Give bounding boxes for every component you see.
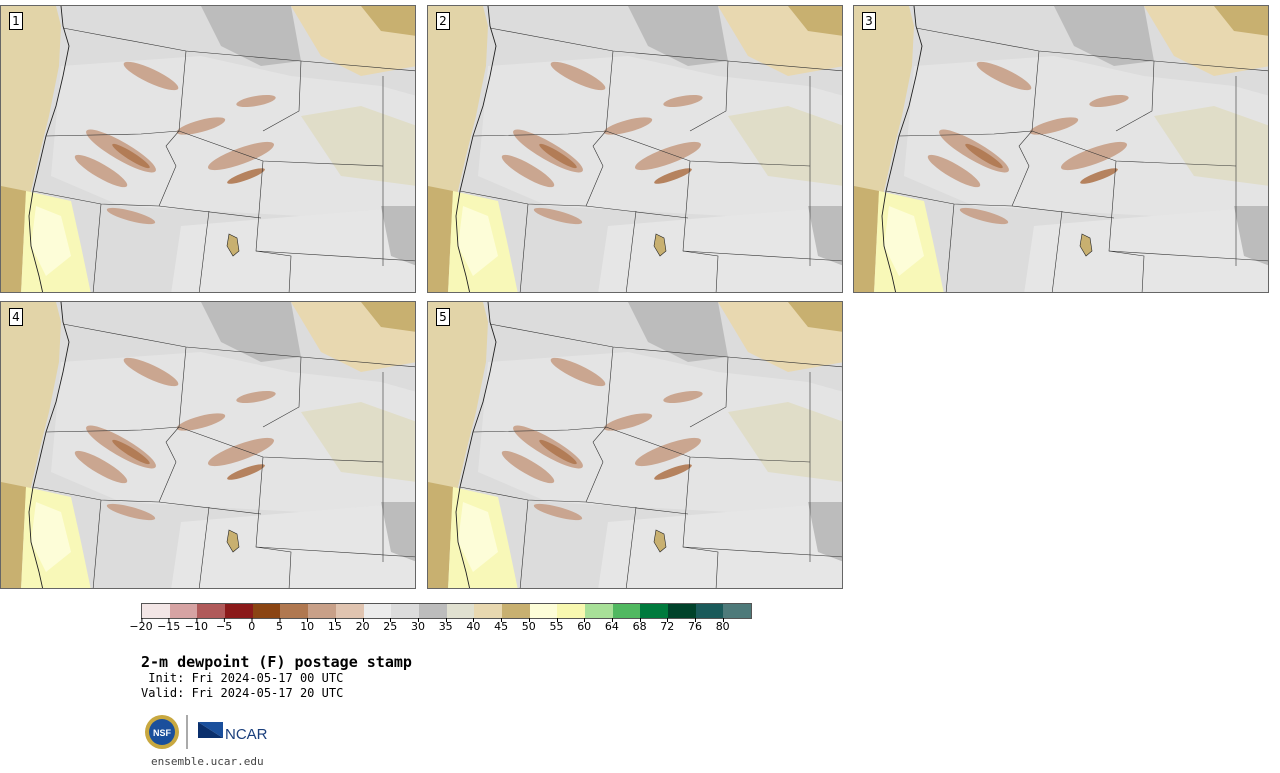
colorbar-tick-label: 15 [327, 618, 342, 633]
colorbar [141, 603, 753, 619]
colorbar-segment [169, 604, 198, 618]
colorbar-tick-label: −10 [184, 618, 208, 633]
colorbar-segment [723, 604, 752, 618]
map-panel-1: 1 [0, 5, 416, 293]
colorbar-segment [418, 604, 447, 618]
colorbar-segment [557, 604, 585, 618]
colorbar-segment [335, 604, 364, 618]
colorbar-segment [695, 604, 724, 618]
colorbar-segment [585, 604, 613, 618]
colorbar-tick-label: −5 [215, 618, 233, 633]
colorbar-tick-label: 20 [355, 618, 370, 633]
colorbar-segment [640, 604, 669, 618]
dewpoint-map-1 [1, 6, 415, 292]
ncar-logo-icon: NCAR [198, 722, 268, 743]
panel-number: 2 [436, 12, 450, 30]
logos: NSF NCAR [143, 712, 283, 752]
colorbar-segment [612, 604, 641, 618]
colorbar-segment [142, 604, 170, 618]
colorbar-tick-label: 50 [521, 618, 536, 633]
colorbar-tick-label: 72 [660, 618, 675, 633]
colorbar-segment [446, 604, 475, 618]
panel-number: 4 [9, 308, 23, 326]
colorbar-segment [474, 604, 502, 618]
dewpoint-map-4 [1, 302, 415, 588]
colorbar-segment [391, 604, 419, 618]
colorbar-tick-label: 55 [549, 618, 564, 633]
colorbar-segment [501, 604, 530, 618]
dewpoint-map-2 [428, 6, 842, 292]
colorbar-segment [668, 604, 696, 618]
nsf-logo-icon: NSF [145, 715, 179, 749]
colorbar-tick-label: −15 [157, 618, 181, 633]
colorbar-tick-label: 35 [438, 618, 453, 633]
colorbar-segment [363, 604, 392, 618]
colorbar-tick-label: 10 [300, 618, 315, 633]
panel-number: 1 [9, 12, 23, 30]
panel-number: 5 [436, 308, 450, 326]
colorbar-tick-label: 45 [494, 618, 509, 633]
colorbar-tick-label: 76 [688, 618, 702, 633]
colorbar-tick-label: 64 [604, 618, 619, 633]
colorbar-tick-label: 60 [577, 618, 592, 633]
colorbar-tick-label: 40 [466, 618, 481, 633]
valid-time: Valid: Fri 2024-05-17 20 UTC [141, 686, 344, 700]
colorbar-tick-label: 30 [411, 618, 425, 633]
map-panel-2: 2 [427, 5, 843, 293]
colorbar-segment [308, 604, 336, 618]
colorbar-tick-label: 5 [276, 618, 283, 633]
colorbar-tick-label: 68 [632, 618, 647, 633]
nsf-logo-text: NSF [153, 728, 172, 738]
colorbar-segment [280, 604, 309, 618]
panel-number: 3 [862, 12, 876, 30]
colorbar-tick-label: 80 [715, 618, 730, 633]
map-panel-5: 5 [427, 301, 843, 589]
map-panel-3: 3 [853, 5, 1269, 293]
dewpoint-map-5 [428, 302, 842, 588]
colorbar-segment [252, 604, 281, 618]
map-panel-4: 4 [0, 301, 416, 589]
colorbar-segment [529, 604, 558, 618]
dewpoint-map-3 [854, 6, 1268, 292]
plot-title: 2-m dewpoint (F) postage stamp [141, 653, 412, 671]
init-time: Init: Fri 2024-05-17 00 UTC [141, 671, 344, 685]
colorbar-tick-label: 25 [383, 618, 398, 633]
footer-url: ensemble.ucar.edu [151, 755, 264, 768]
colorbar-tick-label: −20 [129, 618, 153, 633]
ncar-logo-text: NCAR [225, 726, 268, 743]
colorbar-segment [197, 604, 226, 618]
colorbar-ticks: −20 −15 −10 −5 0 5 10 15 20 25 30 35 40 45 50 55 60 64 68 7… [129, 618, 761, 636]
colorbar-tick-label: 0 [248, 618, 256, 633]
colorbar-segment [225, 604, 253, 618]
